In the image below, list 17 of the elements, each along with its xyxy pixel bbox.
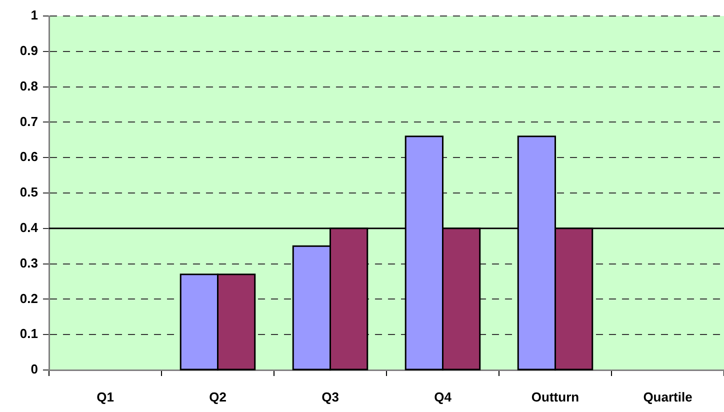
y-tick-label: 0.2 [20, 290, 38, 306]
y-tick-label: 1 [30, 8, 38, 23]
x-tick-label: Q4 [434, 389, 452, 404]
x-tick-label: Outturn [531, 389, 580, 404]
x-tick-label: Q1 [96, 389, 114, 404]
y-tick-label: 0.5 [20, 184, 38, 200]
y-tick-label: 0.1 [20, 326, 38, 342]
y-tick-label: 0.6 [20, 149, 38, 164]
y-tick-label: 0.4 [20, 220, 39, 235]
x-tick-label: Q2 [209, 389, 226, 404]
y-tick-label: 0.7 [20, 114, 38, 129]
x-tick-label: Q3 [322, 389, 339, 404]
y-tick-label: 0 [30, 362, 38, 377]
y-tick-label: 0.9 [20, 42, 38, 58]
y-tick-label: 0.3 [20, 255, 38, 270]
y-tick-label: 0.8 [20, 78, 38, 94]
x-tick-label: Quartile [643, 389, 692, 404]
